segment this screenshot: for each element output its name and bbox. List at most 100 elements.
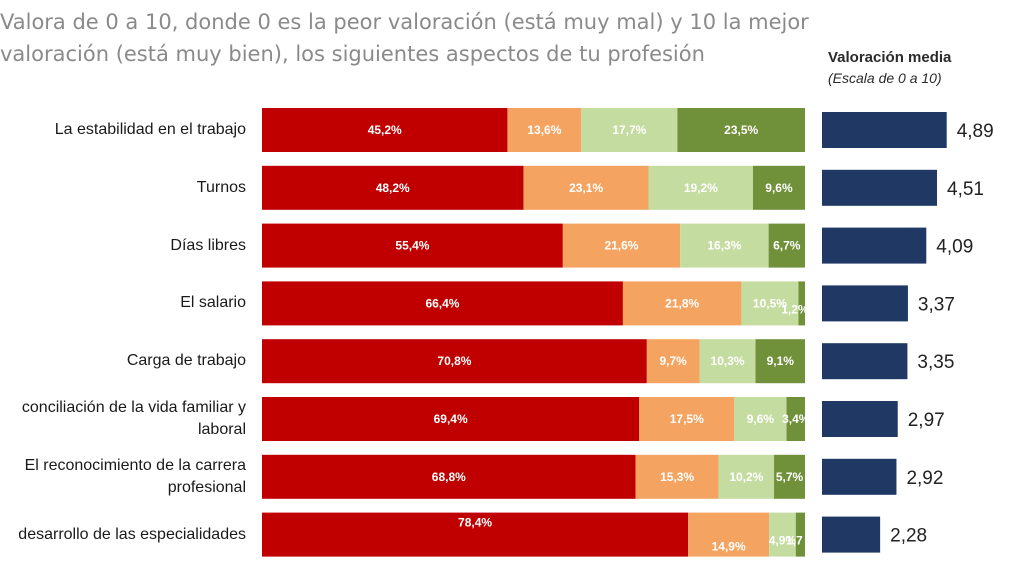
bar-segment [639, 397, 735, 441]
average-bar [822, 227, 927, 264]
average-bar [822, 458, 897, 495]
average-value-label: 2,92 [906, 468, 943, 489]
bar-segment [688, 512, 770, 557]
bar-segment [786, 397, 805, 441]
category-label-line: El reconocimiento de la carrera [24, 456, 246, 474]
chart-title: Valora de 0 a 10, donde 0 es la peor val… [0, 6, 809, 70]
bar-segment [523, 165, 649, 210]
bar-segment [262, 223, 563, 268]
average-value-label: 3,35 [917, 352, 954, 373]
segment-label: 66,4% [425, 296, 459, 310]
bar-segment [562, 223, 681, 268]
category-label-line: Días libres [170, 236, 246, 254]
category-label-line: Carga de trabajo [126, 352, 246, 370]
category-label-line: La estabilidad en el trabajo [54, 121, 246, 138]
average-bar [822, 343, 908, 380]
bar-segment [262, 165, 524, 210]
bar-segment [769, 512, 796, 557]
bar-segment [262, 339, 647, 384]
bar-segment [680, 223, 769, 268]
average-value-label: 3,37 [918, 294, 955, 315]
segment-label: 1,7 [786, 534, 803, 548]
category-label: Días libres [0, 235, 246, 257]
average-value-label: 4,09 [936, 237, 973, 258]
bar-segment [262, 397, 640, 441]
average-value-label: 2,97 [908, 410, 945, 431]
segment-label: 21,6% [604, 239, 638, 253]
segment-label: 9,6% [747, 412, 775, 426]
segment-label: 10,2% [729, 470, 763, 484]
segment-label: 10,5% [753, 296, 787, 310]
bar-segment [795, 512, 805, 557]
category-label-line: conciliación de la vida familiar y [21, 399, 246, 416]
bar-segment [262, 281, 623, 326]
bar-segment [262, 512, 689, 557]
segment-label: 69,4% [434, 412, 468, 426]
bar-segment [699, 339, 756, 384]
segment-label: 17,5% [670, 412, 704, 426]
bar-segment [622, 281, 742, 326]
bar-segment [752, 165, 805, 210]
bar-segment [648, 165, 753, 210]
title-line-1: Valora de 0 a 10, donde 0 es la peor val… [0, 10, 809, 34]
segment-label: 4,9% [769, 534, 797, 548]
average-bar [822, 169, 938, 206]
average-header-title: Valoración media [828, 49, 952, 66]
segment-label: 15,3% [660, 470, 694, 484]
bar-segment [635, 454, 719, 499]
average-bar [822, 401, 898, 437]
category-label: Turnos [0, 177, 246, 199]
segment-label: 70,8% [437, 354, 471, 368]
segment-label: 48,2% [376, 181, 410, 195]
segment-label: 21,8% [665, 296, 699, 310]
category-label: La estabilidad en el trabajo [0, 119, 246, 141]
bar-segment [262, 108, 508, 152]
category-label-line: laboral [197, 421, 246, 438]
average-header-subtitle: (Escala de 0 a 10) [828, 70, 942, 86]
average-header: Valoración media (Escala de 0 a 10) [828, 48, 951, 88]
segment-label: 5,7% [776, 470, 804, 484]
average-value-label: 4,51 [947, 179, 984, 200]
category-label: Carga de trabajo [0, 350, 246, 372]
segment-label: 6,7% [773, 239, 801, 253]
segment-label: 16,3% [707, 239, 741, 253]
bar-segment [507, 108, 582, 152]
category-label-line: Turnos [196, 178, 246, 196]
average-bar [822, 516, 881, 553]
bar-segment [677, 108, 805, 152]
segment-label: 55,4% [395, 239, 429, 253]
segment-label: 17,7% [612, 123, 646, 137]
bar-segment [734, 397, 787, 441]
bar-segment [646, 339, 700, 384]
category-label: desarrollo de las especialidades [0, 524, 246, 546]
segment-label: 45,2% [368, 123, 402, 137]
segment-label: 68,8% [432, 470, 466, 484]
average-bar [822, 285, 908, 322]
bar-segment [262, 454, 636, 499]
category-label: conciliación de la vida familiar y labora… [0, 397, 246, 441]
segment-label: 13,6% [527, 123, 561, 137]
average-value-label: 2,28 [890, 526, 927, 547]
category-label-line: desarrollo de las especialidades [18, 525, 246, 543]
segment-label: 1,2% [781, 302, 809, 316]
segment-label: 14,9% [712, 540, 746, 554]
bar-segment [718, 454, 775, 499]
segment-label: 78,4% [458, 516, 492, 530]
category-label-line: profesional [167, 478, 246, 496]
segment-label: 23,1% [569, 181, 603, 195]
bar-segment [581, 108, 678, 152]
bar-segment [798, 281, 805, 326]
segment-label: 10,3% [711, 354, 745, 368]
segment-label: 9,7% [660, 354, 688, 368]
segment-label: 23,5% [724, 123, 758, 137]
segment-label: 19,2% [684, 181, 718, 195]
bar-segment [755, 339, 805, 384]
average-bar [822, 112, 947, 148]
bar-segment [768, 223, 805, 268]
segment-label: 9,6% [765, 181, 793, 195]
bar-segment [741, 281, 799, 326]
average-value-label: 4,89 [957, 121, 994, 142]
segment-label: 9,1% [767, 354, 795, 368]
title-line-2: valoración (está muy bien), los siguient… [0, 42, 705, 66]
